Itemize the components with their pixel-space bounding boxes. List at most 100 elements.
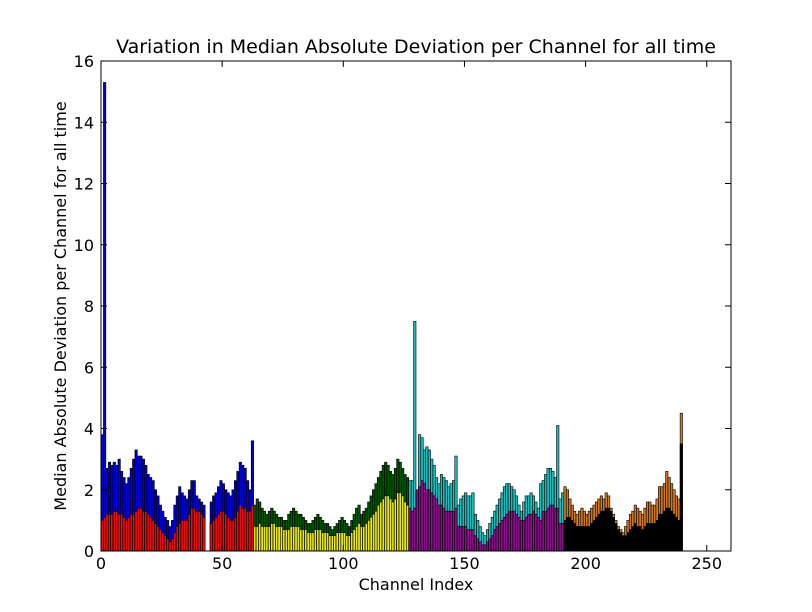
bar-inner-channel-74 <box>277 526 281 552</box>
bar-inner-channel-170 <box>510 510 514 552</box>
bar-inner-channel-89 <box>313 529 317 552</box>
bar-inner-channel-79 <box>289 526 293 552</box>
bar-inner-channel-20 <box>146 513 150 552</box>
bar-inner-channel-183 <box>541 510 545 552</box>
y-tick-label-2: 2 <box>84 481 94 500</box>
bar-inner-channel-173 <box>517 517 521 552</box>
bar-inner-channel-28 <box>166 538 170 552</box>
bar-inner-channel-125 <box>401 495 405 552</box>
y-tick-label-4: 4 <box>84 420 94 439</box>
bar-inner-channel-160 <box>485 541 489 552</box>
bar-inner-channel-75 <box>280 526 284 552</box>
y-tick-label-6: 6 <box>84 358 94 377</box>
bar-inner-channel-30 <box>170 538 174 552</box>
bar-inner-channel-122 <box>393 498 397 552</box>
bar-inner-channel-133 <box>420 480 424 552</box>
bar-inner-channel-235 <box>667 507 671 552</box>
bar-inner-channel-39 <box>192 507 196 552</box>
bar-inner-channel-135 <box>425 489 429 552</box>
bar-inner-channel-114 <box>374 510 378 552</box>
bar-inner-channel-99 <box>338 532 342 552</box>
bar-inner-channel-105 <box>352 529 356 552</box>
x-tick-label-100: 100 <box>328 554 359 573</box>
bar-inner-channel-35 <box>183 520 187 552</box>
bar-inner-channel-152 <box>466 529 470 552</box>
bar-inner-channel-217 <box>624 535 628 552</box>
bar-inner-channel-181 <box>536 517 540 552</box>
y-tick-label-10: 10 <box>74 236 94 255</box>
bars-layer <box>100 82 683 552</box>
bar-outer-channel-2 <box>103 82 107 552</box>
bar-inner-channel-161 <box>488 538 492 552</box>
bar-inner-channel-141 <box>439 504 443 552</box>
bar-inner-channel-87 <box>309 532 313 552</box>
bar-inner-channel-153 <box>469 529 473 552</box>
bar-inner-channel-148 <box>456 526 460 552</box>
bar-inner-channel-61 <box>246 510 250 552</box>
bar-inner-channel-228 <box>650 523 654 552</box>
bar-inner-channel-206 <box>597 513 601 552</box>
bar-inner-channel-178 <box>529 513 533 552</box>
bar-inner-channel-154 <box>471 529 475 552</box>
bar-inner-channel-143 <box>444 510 448 552</box>
bar-inner-channel-110 <box>364 523 368 552</box>
bar-inner-channel-15 <box>134 510 138 552</box>
bar-inner-channel-205 <box>595 517 599 552</box>
bar-inner-channel-52 <box>224 513 228 552</box>
bar-inner-channel-17 <box>139 507 143 552</box>
bar-inner-channel-196 <box>573 523 577 552</box>
bar-inner-channel-41 <box>197 510 201 552</box>
bar-inner-channel-157 <box>478 541 482 552</box>
bar-inner-channel-42 <box>200 513 204 552</box>
bar-inner-channel-40 <box>195 510 199 552</box>
bar-inner-channel-169 <box>507 510 511 552</box>
bar-inner-channel-98 <box>335 532 339 552</box>
x-tick-label-200: 200 <box>570 554 601 573</box>
bar-inner-channel-88 <box>311 532 315 552</box>
bar-inner-channel-158 <box>481 544 485 552</box>
bar-inner-channel-108 <box>359 526 363 552</box>
bar-inner-channel-145 <box>449 510 453 552</box>
bar-inner-channel-117 <box>381 498 385 552</box>
bar-inner-channel-168 <box>505 513 509 552</box>
bar-inner-channel-130 <box>413 507 417 552</box>
bar-inner-channel-18 <box>141 510 145 552</box>
bar-inner-channel-107 <box>357 523 361 552</box>
bar-inner-channel-188 <box>553 507 557 552</box>
bar-inner-channel-82 <box>296 526 300 552</box>
bar-inner-channel-58 <box>238 504 242 552</box>
bar-inner-channel-156 <box>476 538 480 552</box>
bar-inner-channel-124 <box>398 492 402 552</box>
bar-inner-channel-215 <box>619 532 623 552</box>
bar-inner-channel-212 <box>611 517 615 552</box>
ticks-layer: 0 50 100 150 200 250 0 2 4 6 8 10 12 14 16 <box>74 52 731 573</box>
bar-inner-channel-230 <box>655 520 659 552</box>
bar-inner-channel-7 <box>115 510 119 552</box>
bar-inner-channel-149 <box>459 526 463 552</box>
bar-inner-channel-95 <box>328 535 332 552</box>
bar-inner-channel-146 <box>452 510 456 552</box>
bar-inner-channel-93 <box>323 532 327 552</box>
bar-inner-channel-189 <box>556 507 560 552</box>
bar-inner-channel-85 <box>304 529 308 552</box>
bar-inner-channel-13 <box>129 513 133 552</box>
bar-inner-channel-191 <box>561 523 565 552</box>
bar-inner-channel-25 <box>158 529 162 552</box>
bar-inner-channel-65 <box>255 526 259 552</box>
bar-inner-channel-166 <box>500 520 504 552</box>
bar-inner-channel-97 <box>333 535 337 552</box>
bar-inner-channel-207 <box>599 510 603 552</box>
bar-inner-channel-199 <box>580 526 584 552</box>
bar-inner-channel-163 <box>493 529 497 552</box>
y-tick-label-8: 8 <box>84 297 94 316</box>
bar-inner-channel-23 <box>154 523 158 552</box>
bar-inner-channel-165 <box>498 523 502 552</box>
bar-inner-channel-64 <box>253 526 257 552</box>
bar-inner-channel-123 <box>396 492 400 552</box>
bar-inner-channel-232 <box>660 513 664 552</box>
bar-inner-channel-54 <box>229 520 233 552</box>
bar-inner-channel-118 <box>384 495 388 552</box>
bar-inner-channel-62 <box>248 510 252 552</box>
bar-inner-channel-229 <box>653 523 657 552</box>
